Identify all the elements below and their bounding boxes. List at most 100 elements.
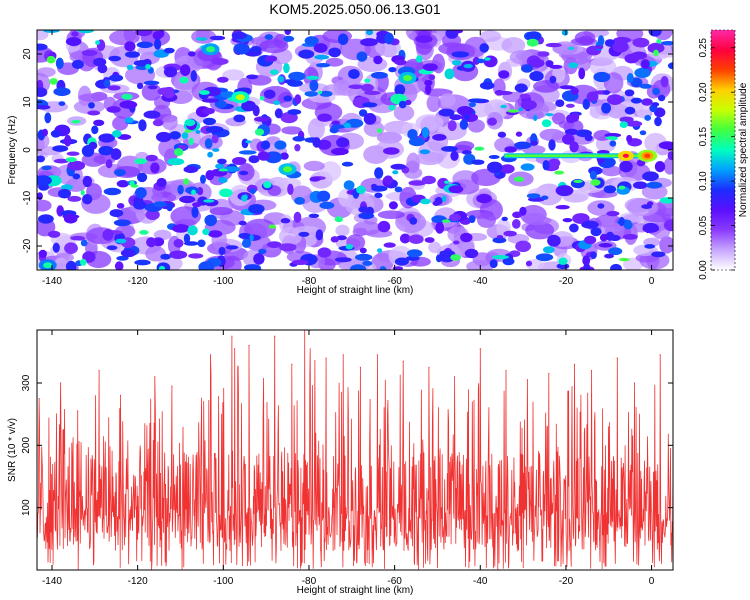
spectrogram-cell — [418, 141, 448, 162]
spectrogram-cell — [393, 104, 415, 122]
spectrogram-cell — [567, 46, 575, 51]
spectrogram-cell — [467, 98, 485, 103]
spectrogram-cell — [264, 34, 273, 40]
spectrogram-cell — [154, 38, 162, 50]
spectrogram-cell — [191, 206, 199, 218]
spectrogram-y-axis: -20 -10 0 10 20 — [22, 48, 673, 253]
spectrogram-cell — [565, 103, 575, 108]
spectrogram-cell — [293, 211, 302, 223]
snr-x-tick-label: -40 — [473, 576, 488, 587]
spectrogram-cell — [537, 51, 550, 57]
spectrogram-cell — [408, 234, 424, 244]
spectrogram-cell — [407, 129, 418, 140]
spectrogram-cell — [232, 157, 247, 165]
spectrogram-cell — [593, 71, 611, 83]
spectrogram-cell — [249, 188, 256, 195]
spectrogram-cell — [211, 134, 219, 144]
spectrogram-cell — [421, 175, 436, 185]
spectrogram-cell — [81, 49, 98, 57]
spectrogram-cell — [499, 164, 515, 174]
spectrogram-cell — [392, 170, 399, 175]
spectrogram-cell — [548, 158, 561, 168]
snr-peak — [291, 363, 293, 365]
spectrogram-cell — [109, 209, 124, 218]
spectrogram-cell — [573, 179, 583, 183]
spectrogram-cell — [543, 246, 555, 254]
spectrogram-cell — [91, 125, 99, 135]
spectrogram-cell — [292, 136, 305, 142]
spectrogram-cell — [541, 119, 552, 128]
colorbar-tick-label: 0.00 — [698, 260, 709, 280]
spectrogram-cell — [254, 116, 270, 122]
spectrogram-cell — [273, 100, 281, 106]
spectrogram-cell — [651, 102, 660, 107]
spectrogram-cell — [136, 41, 153, 49]
spectrogram-cell — [203, 199, 215, 203]
spectrogram-cell — [200, 174, 206, 184]
spectrogram-cell — [315, 229, 324, 241]
spectrogram-cell — [225, 245, 239, 250]
spectrogram-cell — [58, 101, 66, 106]
spectrogram-cell — [334, 216, 343, 223]
colorbar: 0.00 0.05 0.10 0.15 0.20 0.25 Normalized spec… — [698, 29, 749, 280]
spectrogram-cell — [139, 230, 149, 235]
spectrogram-cell — [660, 41, 673, 46]
spectrogram-cell — [38, 249, 47, 258]
spectrogram-cell — [136, 82, 144, 90]
spectrogram-cell — [642, 225, 659, 233]
spectrogram-cell — [356, 51, 368, 62]
spectrogram-cell — [487, 161, 503, 174]
spectrogram-cell — [37, 43, 48, 51]
spectrogram-cell — [530, 140, 539, 146]
snr-peak — [98, 369, 100, 372]
spectrogram-x-tick-label: -120 — [128, 276, 148, 287]
snr-y-tick-label: 100 — [21, 499, 32, 516]
spectrogram-y-tick-label: -10 — [22, 190, 33, 205]
spectrogram-cell — [578, 35, 594, 45]
spectrogram-cell — [207, 151, 214, 158]
spectrogram-cell — [461, 150, 472, 155]
snr-peak — [454, 376, 456, 378]
spectrogram-cell — [360, 38, 378, 47]
spectrogram-cell — [514, 83, 528, 93]
spectrogram-cell — [542, 160, 550, 171]
spectrogram-cell — [116, 203, 125, 209]
spectrogram-cell — [432, 201, 441, 206]
spectrogram-cell — [562, 218, 573, 223]
snr-x-tick-label: -100 — [213, 576, 233, 587]
snr-peak — [633, 382, 636, 384]
spectrogram-cell — [248, 155, 260, 164]
spectrogram-cell — [377, 128, 383, 134]
spectrogram-cell — [488, 155, 500, 159]
spectrogram-cell — [562, 133, 575, 145]
colorbar-tick-label: 0.20 — [698, 82, 709, 102]
spectrogram-cell — [134, 158, 148, 165]
spectrogram-cell — [597, 35, 605, 47]
spectrogram-cell — [476, 58, 486, 64]
spectrogram-cell — [358, 206, 370, 213]
spectrogram-cell — [209, 207, 233, 216]
spectrogram-cell — [383, 175, 394, 185]
spectrogram-cell — [420, 198, 431, 205]
spectrogram-cell — [444, 68, 455, 80]
spectrogram-cell — [525, 260, 533, 267]
snr-y-tick-label: 300 — [21, 374, 32, 391]
spectrogram-cell — [421, 127, 429, 139]
spectrogram-cell — [464, 248, 479, 259]
spectrogram-y-tick-label: -20 — [22, 238, 33, 253]
spectrogram-cell — [610, 263, 622, 270]
spectrogram-cell — [63, 213, 78, 224]
spectrogram-cell — [202, 107, 215, 115]
spectrogram-cell — [603, 222, 624, 233]
spectrogram-cell — [487, 117, 497, 126]
spectrogram-cell — [503, 230, 517, 237]
snr-peak — [325, 357, 327, 359]
spectrogram-cell — [646, 181, 663, 189]
spectrogram-cell — [484, 57, 491, 61]
spectrogram-cell — [425, 83, 432, 95]
spectrogram-cell — [113, 219, 131, 227]
spectrogram-cell — [274, 140, 287, 150]
spectrogram-hotspot — [206, 46, 215, 53]
spectrogram-cell — [130, 184, 139, 188]
spectrogram-cell — [80, 258, 87, 266]
